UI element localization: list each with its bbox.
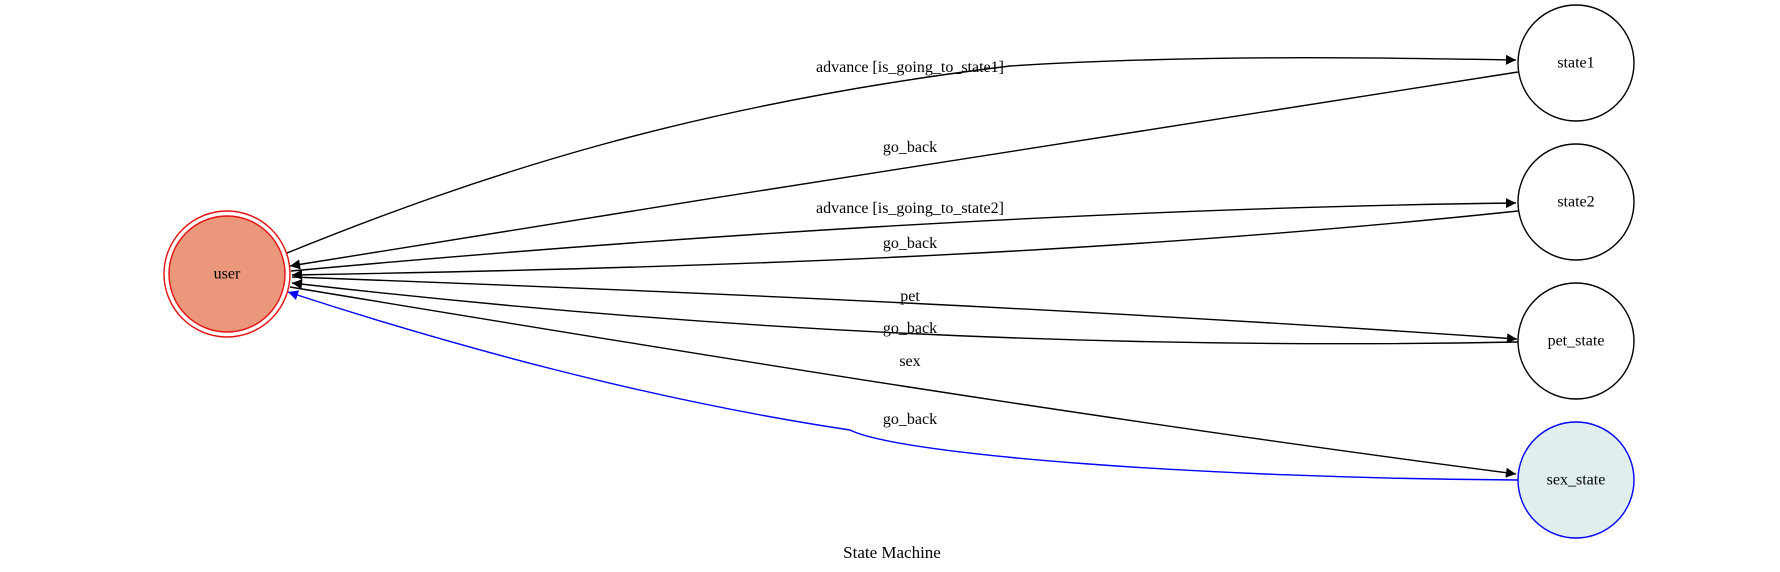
edge-user-to-state1[interactable] xyxy=(286,54,1517,254)
edge-pet-state-to-user[interactable] xyxy=(291,279,1519,345)
edge-label-state1-to-user: go_back xyxy=(883,139,937,156)
edge-label-pet-state-to-user: go_back xyxy=(883,320,937,337)
edge-state1-to-user[interactable] xyxy=(289,71,1519,270)
edge-label-user-to-sex-state: sex xyxy=(899,353,920,370)
edge-label-user-to-pet-state: pet xyxy=(900,288,920,305)
edge-user-to-pet-state[interactable] xyxy=(291,276,1518,344)
node-user-outer-ring xyxy=(163,210,291,338)
edge-user-to-sex-state[interactable] xyxy=(289,286,1517,478)
edge-user-to-state2[interactable] xyxy=(290,198,1517,272)
node-user-label: user xyxy=(214,266,241,283)
node-state1-shape xyxy=(1517,4,1635,122)
node-sex-state-label: sex_state xyxy=(1547,472,1606,489)
node-state2[interactable]: state2 xyxy=(1517,143,1635,261)
node-state2-shape xyxy=(1517,143,1635,261)
node-pet-state[interactable]: pet_state xyxy=(1517,282,1635,400)
edge-label-user-to-state1: advance [is_going_to_state1] xyxy=(816,59,1004,76)
node-pet-state-shape xyxy=(1517,282,1635,400)
edge-sex-state-to-user[interactable] xyxy=(287,290,1519,481)
node-state2-label: state2 xyxy=(1557,194,1594,211)
node-user[interactable]: user xyxy=(163,210,291,338)
edge-state2-to-user[interactable] xyxy=(291,210,1519,280)
edge-label-state2-to-user: go_back xyxy=(883,235,937,252)
edges xyxy=(286,54,1519,481)
node-sex-state-shape xyxy=(1517,421,1635,539)
edge-label-user-to-state2: advance [is_going_to_state2] xyxy=(816,200,1004,217)
node-state1[interactable]: state1 xyxy=(1517,4,1635,122)
node-user-shape xyxy=(168,215,286,333)
edge-labels: advance [is_going_to_state1] go_back adv… xyxy=(816,59,1004,428)
node-sex-state[interactable]: sex_state xyxy=(1517,421,1635,539)
node-state1-label: state1 xyxy=(1557,55,1594,72)
node-pet-state-label: pet_state xyxy=(1548,333,1605,350)
diagram-caption: State Machine xyxy=(843,543,941,562)
edge-label-sex-state-to-user: go_back xyxy=(883,411,937,428)
